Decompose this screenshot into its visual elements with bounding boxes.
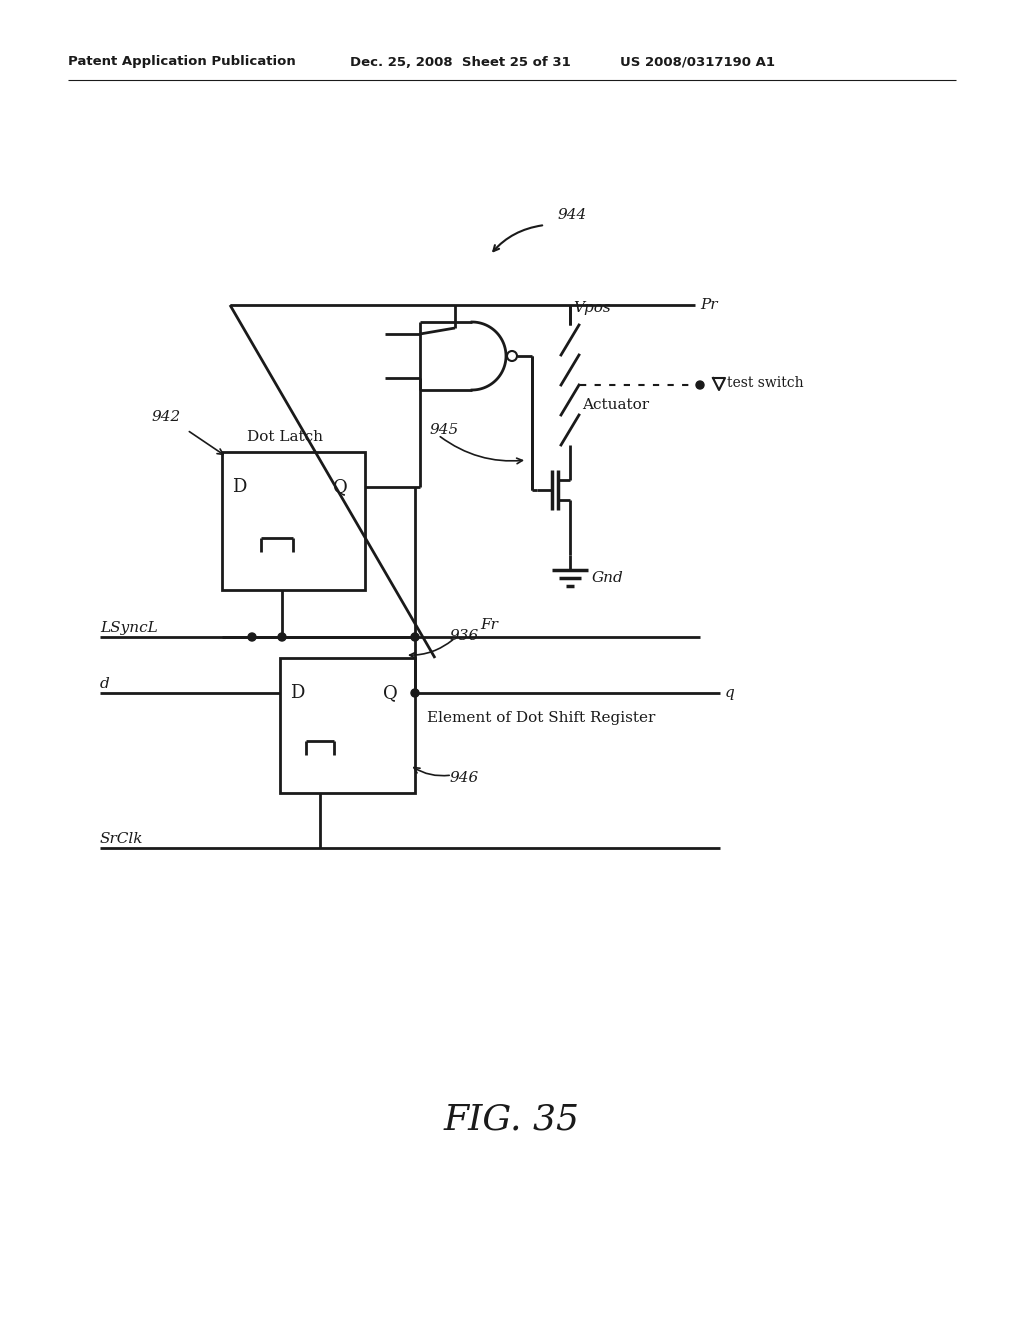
Circle shape <box>278 634 286 642</box>
Circle shape <box>696 381 705 389</box>
Text: test switch: test switch <box>727 376 804 389</box>
Text: 942: 942 <box>152 411 181 424</box>
Text: Dec. 25, 2008  Sheet 25 of 31: Dec. 25, 2008 Sheet 25 of 31 <box>350 55 570 69</box>
Text: Patent Application Publication: Patent Application Publication <box>68 55 296 69</box>
Text: d: d <box>100 677 110 690</box>
Bar <box>222 451 365 590</box>
Text: Gnd: Gnd <box>592 572 624 585</box>
Text: Actuator: Actuator <box>582 399 649 412</box>
Text: US 2008/0317190 A1: US 2008/0317190 A1 <box>620 55 775 69</box>
Circle shape <box>411 634 419 642</box>
Circle shape <box>248 634 256 642</box>
Text: 936: 936 <box>450 630 479 643</box>
Text: Pr: Pr <box>700 298 718 312</box>
Circle shape <box>507 351 517 360</box>
Text: q: q <box>725 686 735 700</box>
Circle shape <box>411 689 419 697</box>
Text: Q: Q <box>333 478 348 496</box>
Text: FIG. 35: FIG. 35 <box>444 1104 580 1137</box>
Text: Element of Dot Shift Register: Element of Dot Shift Register <box>427 711 655 725</box>
Text: 944: 944 <box>558 209 587 222</box>
Text: Fr: Fr <box>480 618 498 632</box>
Text: 946: 946 <box>450 771 479 785</box>
Text: Vpos: Vpos <box>573 301 610 315</box>
Text: 945: 945 <box>430 422 459 437</box>
Text: D: D <box>290 684 304 702</box>
Text: SrClk: SrClk <box>100 832 143 846</box>
Text: LSyncL: LSyncL <box>100 620 158 635</box>
Text: Q: Q <box>383 684 397 702</box>
Text: D: D <box>232 478 247 496</box>
Text: Dot Latch: Dot Latch <box>247 430 323 444</box>
Bar <box>280 657 415 793</box>
